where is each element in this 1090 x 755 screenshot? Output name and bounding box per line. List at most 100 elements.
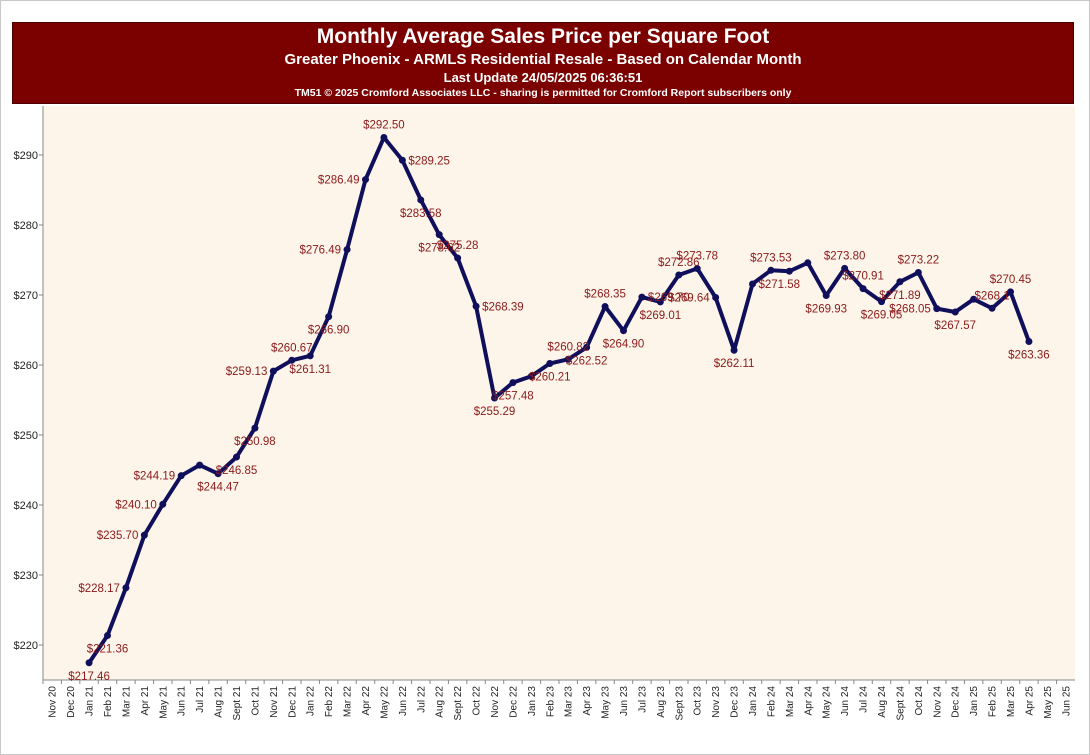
data-label: $261.31: [289, 364, 331, 376]
data-point: [362, 176, 369, 184]
data-point: [896, 278, 904, 286]
x-tick-label: Feb 24: [766, 686, 777, 718]
data-label: $269.64: [668, 293, 710, 305]
data-point: [785, 267, 793, 275]
y-tick-label: $260: [14, 360, 38, 372]
data-points: [85, 134, 1033, 667]
data-point: [878, 298, 885, 306]
data-point: [693, 265, 701, 273]
data-point: [914, 268, 922, 276]
x-tick-label: May 23: [601, 686, 612, 719]
y-tick-label: $220: [14, 640, 38, 652]
data-label: $268.1: [974, 290, 1009, 302]
data-point: [435, 231, 443, 239]
data-point: [380, 134, 388, 141]
x-tick-label: Dec 21: [287, 686, 298, 718]
data-label: $268.35: [584, 289, 626, 301]
data-point: [749, 280, 756, 288]
x-tick-label: Nov 22: [490, 686, 501, 718]
data-label: $273.53: [750, 252, 792, 264]
data-label: $286.49: [318, 175, 360, 187]
data-point: [841, 264, 849, 272]
data-point: [527, 372, 535, 380]
x-tick-label: Feb 21: [103, 686, 114, 718]
data-point: [306, 352, 314, 360]
x-tick-label: Dec 23: [730, 686, 741, 718]
data-point: [675, 271, 683, 279]
data-label: $271.58: [759, 279, 801, 291]
x-tick-label: Jul 23: [637, 686, 648, 713]
data-label: $240.10: [115, 499, 157, 511]
x-axis-ticks: Nov 20 Dec 20 Jan 21 Feb 21 Mar 21 Apr 21 May …: [42, 680, 1072, 721]
data-label: $217.46: [68, 671, 110, 683]
x-tick-label: Jan 24: [748, 686, 759, 716]
data-point: [140, 531, 148, 539]
x-tick-label: Aug 21: [214, 686, 225, 718]
data-point: [712, 294, 720, 302]
x-tick-label: Mar 23: [564, 686, 575, 718]
x-tick-label: Sept 22: [453, 686, 464, 721]
data-label: $250.98: [234, 436, 276, 448]
x-tick-label: Aug 22: [435, 686, 446, 718]
data-point: [104, 631, 111, 639]
data-point: [196, 461, 204, 469]
data-point: [454, 254, 462, 262]
data-point: [730, 346, 738, 354]
data-point: [122, 584, 130, 592]
x-tick-label: Nov 24: [932, 686, 943, 718]
data-label: $235.70: [97, 530, 139, 542]
y-tick-label: $270: [14, 290, 38, 302]
data-point: [343, 246, 351, 254]
x-tick-label: May 25: [1043, 686, 1054, 719]
x-tick-label: Aug 23: [656, 686, 667, 718]
data-label: $292.50: [363, 120, 405, 132]
y-tick-label: $240: [14, 500, 38, 512]
data-point: [251, 424, 259, 432]
data-label: $244.47: [197, 482, 239, 494]
data-label: $260.82: [547, 341, 589, 353]
data-point: [491, 394, 498, 402]
data-label: $228.17: [78, 583, 120, 595]
data-label: $267.57: [934, 320, 976, 332]
data-point: [325, 313, 333, 321]
data-label: $244.19: [134, 471, 176, 483]
data-point: [214, 470, 222, 478]
x-tick-label: Nov 21: [269, 686, 280, 718]
data-label: $275.28: [437, 240, 479, 252]
x-tick-label: Jun 21: [177, 686, 188, 716]
x-tick-label: Sept 24: [895, 686, 906, 721]
x-tick-label: Mar 21: [121, 686, 132, 718]
data-label: $262.11: [714, 358, 755, 370]
y-tick-label: $280: [14, 220, 38, 232]
x-tick-label: Nov 20: [48, 686, 59, 718]
data-point: [951, 308, 959, 316]
series-line: [87, 135, 1031, 664]
data-label: $273.80: [824, 250, 866, 262]
x-tick-label: Jan 25: [969, 686, 980, 716]
data-point: [933, 305, 941, 313]
x-tick-label: Apr 23: [582, 686, 593, 716]
x-tick-label: Jul 24: [859, 686, 870, 713]
data-label: $270.45: [990, 274, 1032, 286]
last-update-text: Last Update 24/05/2025 06:36:51: [443, 70, 643, 85]
x-tick-label: Mar 22: [343, 686, 354, 718]
x-tick-label: Jun 22: [398, 686, 409, 716]
data-label: $262.52: [566, 355, 608, 367]
data-label: $276.49: [299, 245, 341, 257]
x-tick-label: Jun 25: [1061, 686, 1072, 716]
data-point: [767, 266, 775, 274]
x-tick-label: Apr 24: [803, 686, 814, 716]
data-label: $246.85: [216, 465, 258, 477]
data-label: $271.89: [879, 290, 921, 302]
data-label: $268.05: [889, 304, 931, 316]
data-label: $269.93: [805, 303, 847, 315]
x-tick-label: Jun 23: [619, 686, 630, 716]
data-point: [1025, 337, 1033, 345]
data-point: [85, 659, 93, 667]
data-label: $273.22: [898, 254, 940, 266]
data-point: [1007, 288, 1014, 296]
x-tick-label: Jan 21: [85, 686, 96, 716]
data-label: $221.36: [87, 643, 129, 655]
data-point: [970, 295, 978, 303]
